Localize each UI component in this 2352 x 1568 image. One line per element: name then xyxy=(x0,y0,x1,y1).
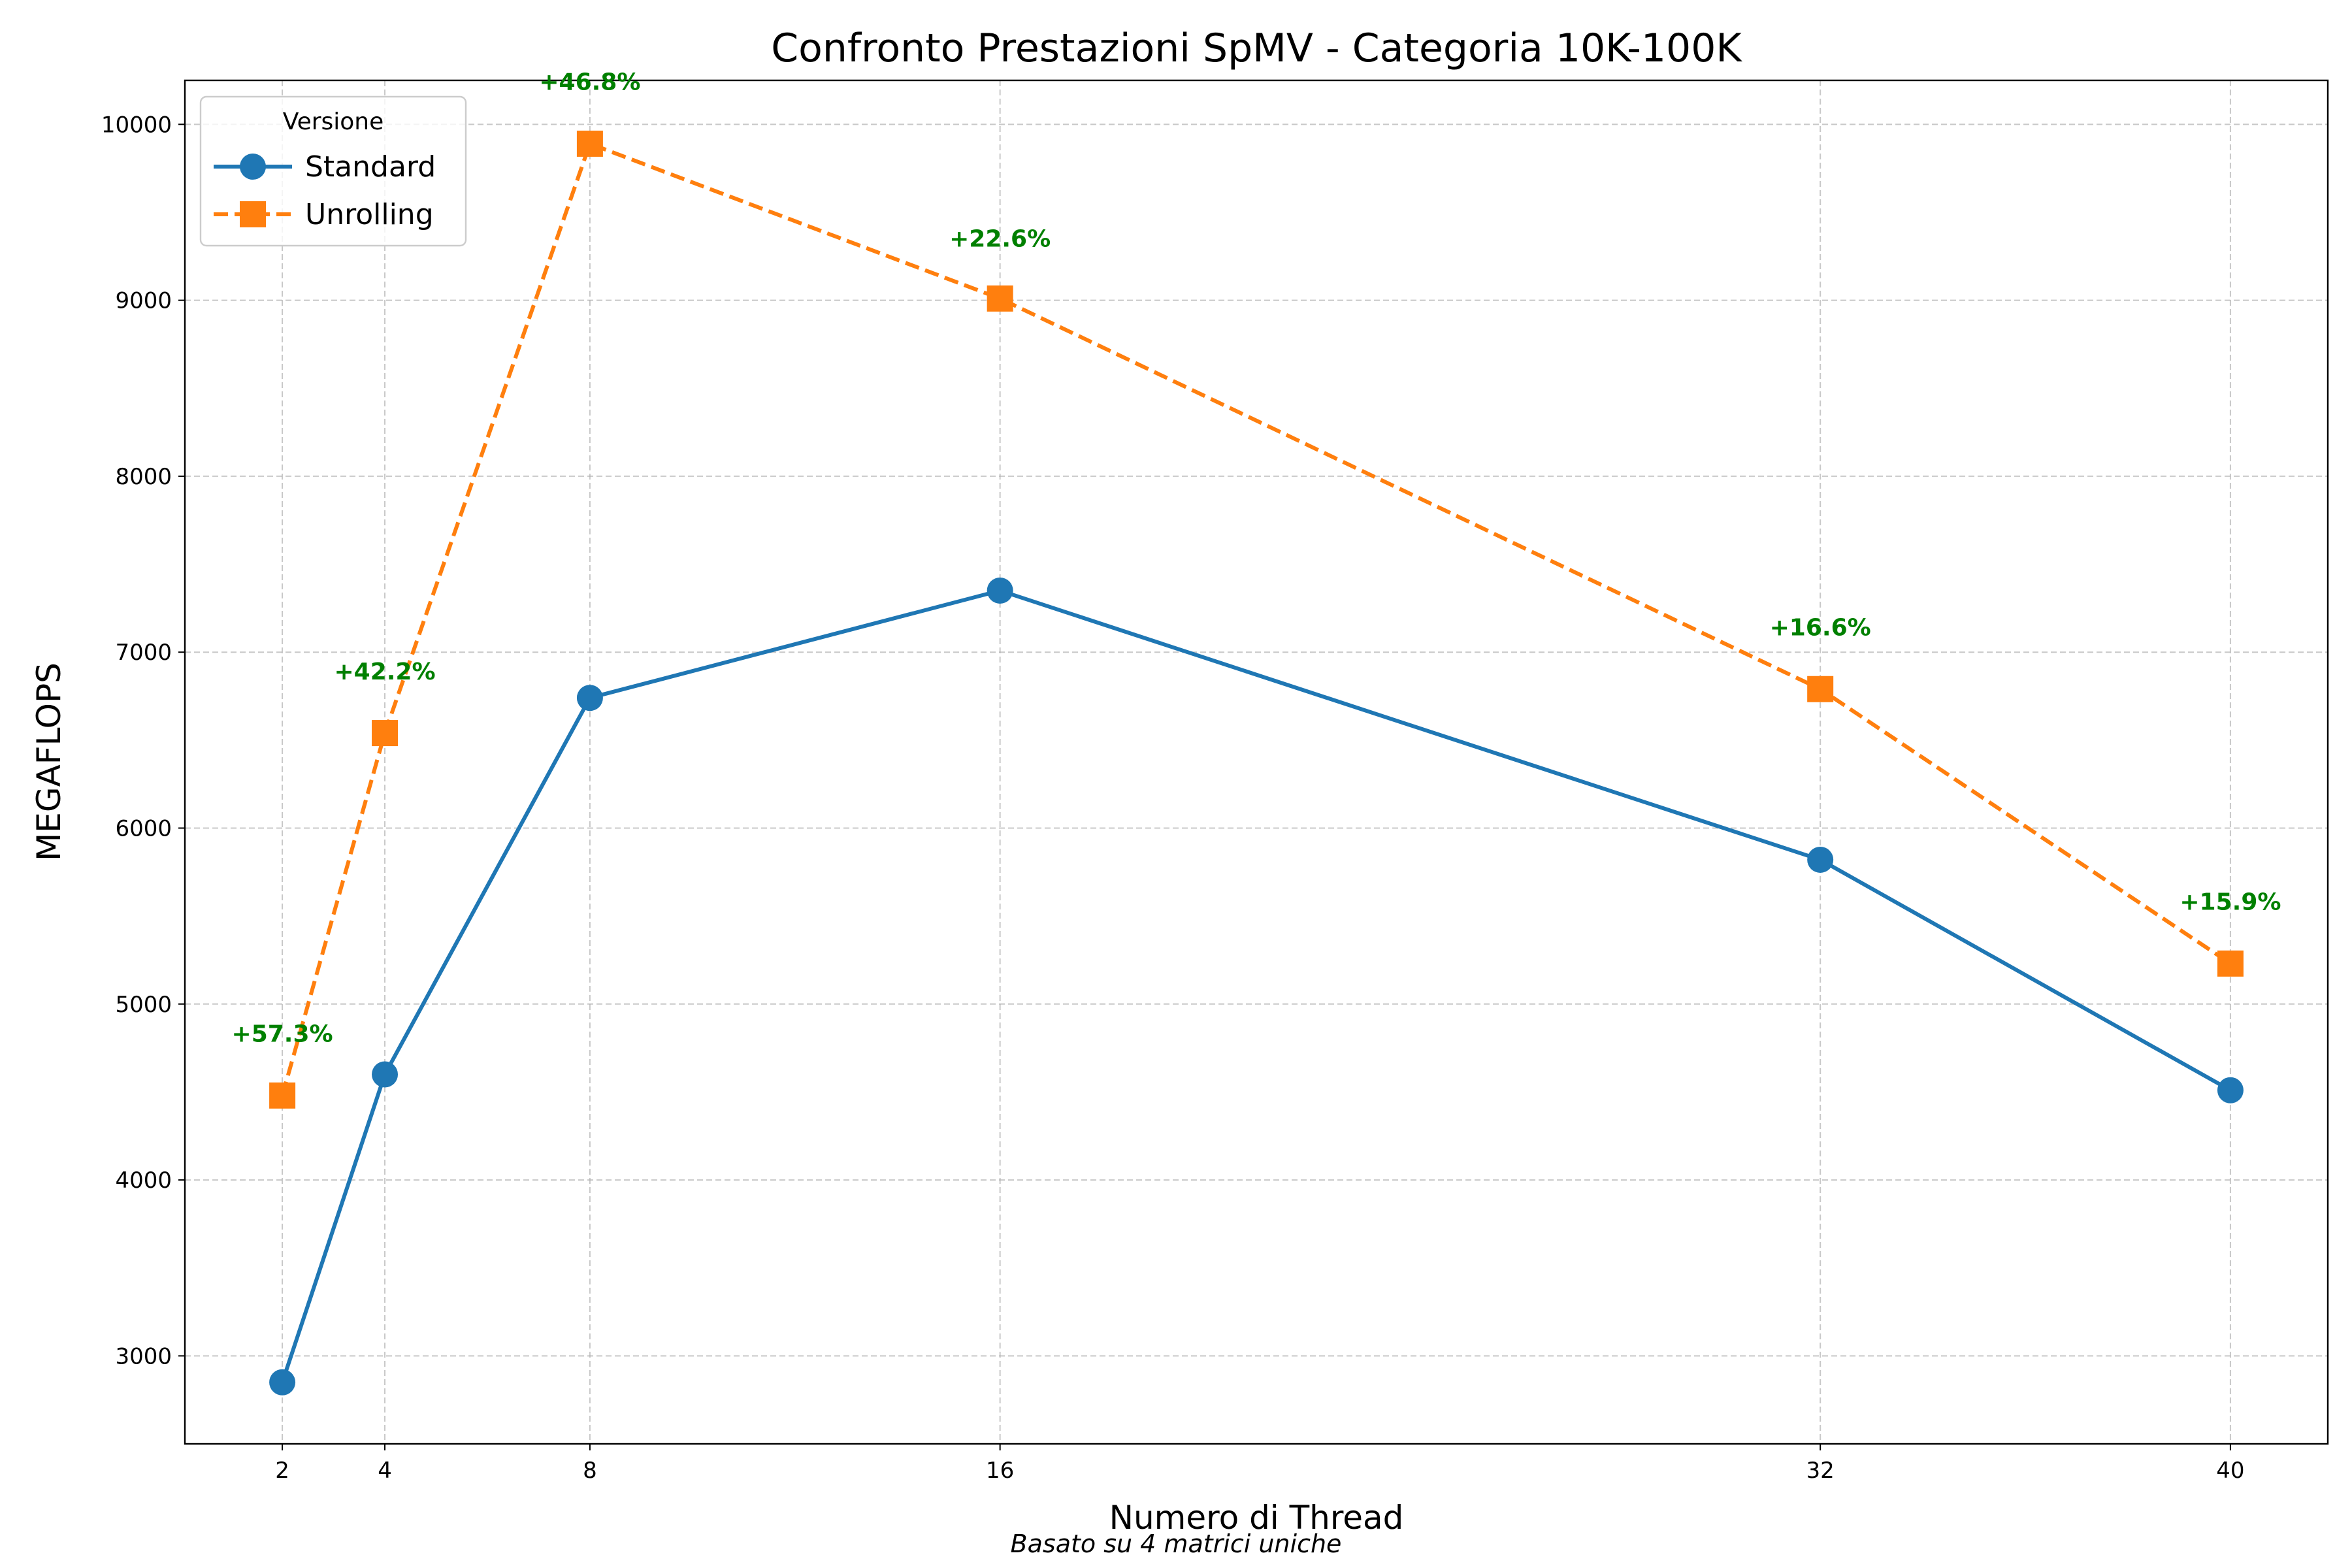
y-tick-label: 6000 xyxy=(115,815,172,841)
legend-label: Unrolling xyxy=(305,198,434,231)
annotation-label: +22.6% xyxy=(949,225,1051,252)
annotation-label: +57.3% xyxy=(232,1021,333,1048)
series-line-standard xyxy=(280,588,2232,1383)
data-point xyxy=(269,1082,296,1109)
annotations: +57.3% +42.2% +46.8% +22.6% +16.6% +15.9% xyxy=(232,69,2281,1048)
x-axis-title: Numero di Thread xyxy=(1109,1499,1404,1537)
y-tick-label: 8000 xyxy=(115,464,172,490)
x-tick-label: 32 xyxy=(1806,1458,1835,1484)
series-line-unrolling xyxy=(280,141,2232,1096)
chart-title: Confronto Prestazioni SpMV - Categoria 1… xyxy=(771,25,1742,71)
x-tick-label: 16 xyxy=(986,1458,1014,1484)
y-tick-label: 10000 xyxy=(101,112,172,138)
legend: Versione Standard Unrolling xyxy=(199,95,467,247)
data-point xyxy=(372,720,399,747)
x-tick-label: 40 xyxy=(2216,1458,2244,1484)
data-point xyxy=(576,685,603,711)
data-point xyxy=(987,285,1013,312)
data-point xyxy=(2217,950,2244,977)
data-point xyxy=(1807,846,1834,873)
x-tick-label: 8 xyxy=(583,1458,597,1484)
annotation-label: +42.2% xyxy=(334,659,435,685)
annotation-label: +16.6% xyxy=(1770,614,1871,641)
y-tick-label: 3000 xyxy=(115,1343,172,1369)
x-tick-label: 2 xyxy=(275,1458,289,1484)
y-axis-title: MEGAFLOPS xyxy=(30,662,68,861)
plot-frame xyxy=(184,79,2329,1445)
annotation-label: +46.8% xyxy=(539,69,640,96)
grid xyxy=(185,80,2328,1444)
series-layer xyxy=(269,130,2244,1396)
y-tick-label: 5000 xyxy=(115,992,172,1018)
footnote: Basato su 4 matrici uniche xyxy=(1011,1529,1342,1558)
data-point xyxy=(269,1369,296,1396)
data-point xyxy=(576,130,603,157)
y-tick-label: 7000 xyxy=(115,640,172,666)
legend-label: Standard xyxy=(305,150,436,184)
ticks: 2 4 8 16 32 40 3000 4000 5000 6000 7000 8000 9000 100… xyxy=(101,112,2245,1484)
data-point xyxy=(1807,676,1834,702)
legend-marker xyxy=(240,201,266,227)
data-point xyxy=(987,577,1013,604)
y-tick-label: 4000 xyxy=(115,1168,172,1194)
data-point xyxy=(372,1061,399,1088)
annotation-label: +15.9% xyxy=(2180,889,2281,916)
legend-title: Versione xyxy=(283,108,384,135)
legend-marker xyxy=(240,154,266,180)
x-tick-label: 4 xyxy=(378,1458,392,1484)
legend-box xyxy=(199,95,467,247)
data-point xyxy=(2217,1077,2244,1103)
y-tick-label: 9000 xyxy=(115,288,172,314)
